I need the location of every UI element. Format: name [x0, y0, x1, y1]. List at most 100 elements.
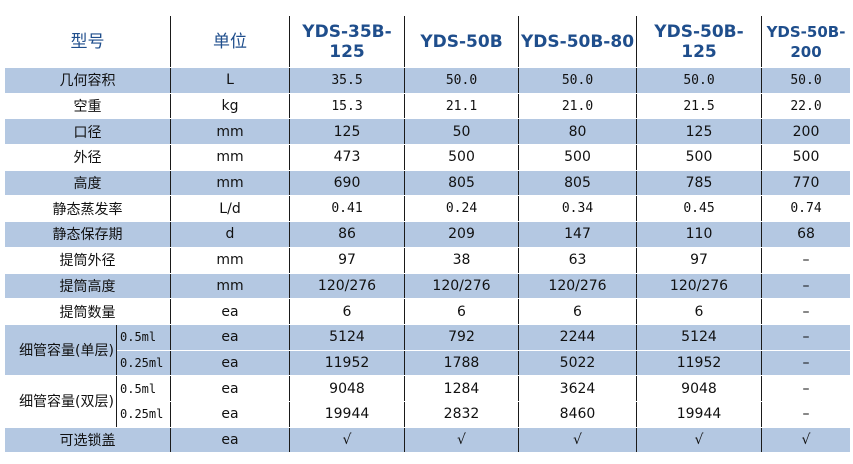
- cell: 690: [289, 169, 405, 197]
- row-unit: ea: [170, 400, 290, 428]
- cell: 50.0: [761, 67, 851, 94]
- row-unit: mm: [170, 272, 290, 300]
- cell: 120/276: [518, 272, 637, 300]
- row-label: 静态保存期: [4, 221, 171, 248]
- cell: 15.3: [289, 92, 405, 120]
- row-label: 口径: [4, 118, 171, 146]
- cell: 9048: [636, 375, 762, 402]
- cell: 6: [518, 298, 637, 325]
- cell: 11952: [636, 349, 762, 377]
- cell: 110: [636, 221, 762, 248]
- cell: 9048: [289, 375, 405, 402]
- straw-size: 0.25ml: [116, 400, 171, 428]
- model-col-5: YDS-50B-200: [761, 16, 851, 68]
- cell: 6: [289, 298, 405, 325]
- cell: 200: [761, 118, 851, 146]
- model-col-2: YDS-50B: [404, 16, 519, 68]
- cell: –: [761, 298, 851, 325]
- check-cell: √: [518, 426, 637, 454]
- cell: 50.0: [404, 67, 519, 94]
- cell: 0.41: [289, 195, 405, 223]
- straw-size: 0.25ml: [116, 349, 171, 377]
- row-label: 细管容量(双层): [4, 375, 117, 428]
- check-cell: √: [404, 426, 519, 454]
- row-label: 外径: [4, 144, 171, 171]
- row-label: 可选锁盖: [4, 426, 171, 454]
- row-label: 高度: [4, 169, 171, 197]
- cell: 6: [404, 298, 519, 325]
- cell: 125: [289, 118, 405, 146]
- cell: 500: [636, 144, 762, 171]
- cell: 1284: [404, 375, 519, 402]
- model-header: 型号: [4, 16, 171, 68]
- cell: 3624: [518, 375, 637, 402]
- cell: 147: [518, 221, 637, 248]
- cell: 6: [636, 298, 762, 325]
- model-col-3: YDS-50B-80: [518, 16, 637, 68]
- cell: 2832: [404, 400, 519, 428]
- cell: 500: [518, 144, 637, 171]
- cell: 805: [518, 169, 637, 197]
- row-unit: L: [170, 67, 290, 94]
- cell: 120/276: [636, 272, 762, 300]
- row-canister-diameter: 提筒外径 mm 97 38 63 97 –: [4, 246, 851, 274]
- cell: 805: [404, 169, 519, 197]
- row-unit: mm: [170, 246, 290, 274]
- row-label: 细管容量(单层): [4, 323, 117, 377]
- cell: 21.0: [518, 92, 637, 120]
- header-row: 型号 单位 YDS-35B-125 YDS-50B YDS-50B-80 YDS…: [4, 16, 851, 68]
- spec-table: 型号 单位 YDS-35B-125 YDS-50B YDS-50B-80 YDS…: [4, 16, 851, 454]
- straw-size: 0.5ml: [116, 375, 171, 402]
- cell: 209: [404, 221, 519, 248]
- cell: –: [761, 323, 851, 351]
- row-straw-single-05: 细管容量(单层) 0.5ml ea 5124 792 2244 5124 –: [4, 323, 851, 377]
- row-label: 静态蒸发率: [4, 195, 171, 223]
- cell: –: [761, 375, 851, 402]
- check-cell: √: [636, 426, 762, 454]
- cell: 97: [636, 246, 762, 274]
- row-canister-count: 提筒数量 ea 6 6 6 6 –: [4, 298, 851, 325]
- check-cell: √: [761, 426, 851, 454]
- row-unit: ea: [170, 349, 290, 377]
- cell: 473: [289, 144, 405, 171]
- row-label: 提筒数量: [4, 298, 171, 325]
- row-holding-time: 静态保存期 d 86 209 147 110 68: [4, 221, 851, 248]
- row-unit: ea: [170, 298, 290, 325]
- cell: 50: [404, 118, 519, 146]
- cell: –: [761, 246, 851, 274]
- row-volume: 几何容积 L 35.5 50.0 50.0 50.0 50.0: [4, 67, 851, 94]
- cell: 80: [518, 118, 637, 146]
- row-straw-double-025: 0.25ml ea 19944 2832 8460 19944 –: [5, 400, 851, 428]
- cell: 120/276: [404, 272, 519, 300]
- row-height: 高度 mm 690 805 805 785 770: [4, 169, 851, 197]
- row-unit: kg: [170, 92, 290, 120]
- cell: 5022: [518, 349, 637, 377]
- row-label: 提筒外径: [4, 246, 171, 274]
- cell: 125: [636, 118, 762, 146]
- row-straw-double-05: 细管容量(双层) 0.5ml ea 9048 1284 3624 9048 –: [4, 375, 851, 428]
- cell: 5124: [289, 323, 405, 351]
- row-unit: ea: [170, 375, 290, 402]
- row-label: 提筒高度: [4, 272, 171, 300]
- cell: –: [761, 272, 851, 300]
- cell: 500: [761, 144, 851, 171]
- row-unit: ea: [170, 323, 290, 351]
- cell: 2244: [518, 323, 637, 351]
- cell: 0.45: [636, 195, 762, 223]
- row-unit: mm: [170, 144, 290, 171]
- cell: –: [761, 349, 851, 377]
- row-label: 空重: [4, 92, 171, 120]
- row-outer-diameter: 外径 mm 473 500 500 500 500: [4, 144, 851, 171]
- check-cell: √: [289, 426, 405, 454]
- row-straw-single-025: 0.25ml ea 11952 1788 5022 11952 –: [5, 349, 851, 377]
- row-label: 几何容积: [4, 67, 171, 94]
- cell: 770: [761, 169, 851, 197]
- cell: 120/276: [289, 272, 405, 300]
- cell: 0.24: [404, 195, 519, 223]
- cell: 63: [518, 246, 637, 274]
- cell: 21.5: [636, 92, 762, 120]
- cell: 0.34: [518, 195, 637, 223]
- cell: 50.0: [518, 67, 637, 94]
- cell: 11952: [289, 349, 405, 377]
- cell: 68: [761, 221, 851, 248]
